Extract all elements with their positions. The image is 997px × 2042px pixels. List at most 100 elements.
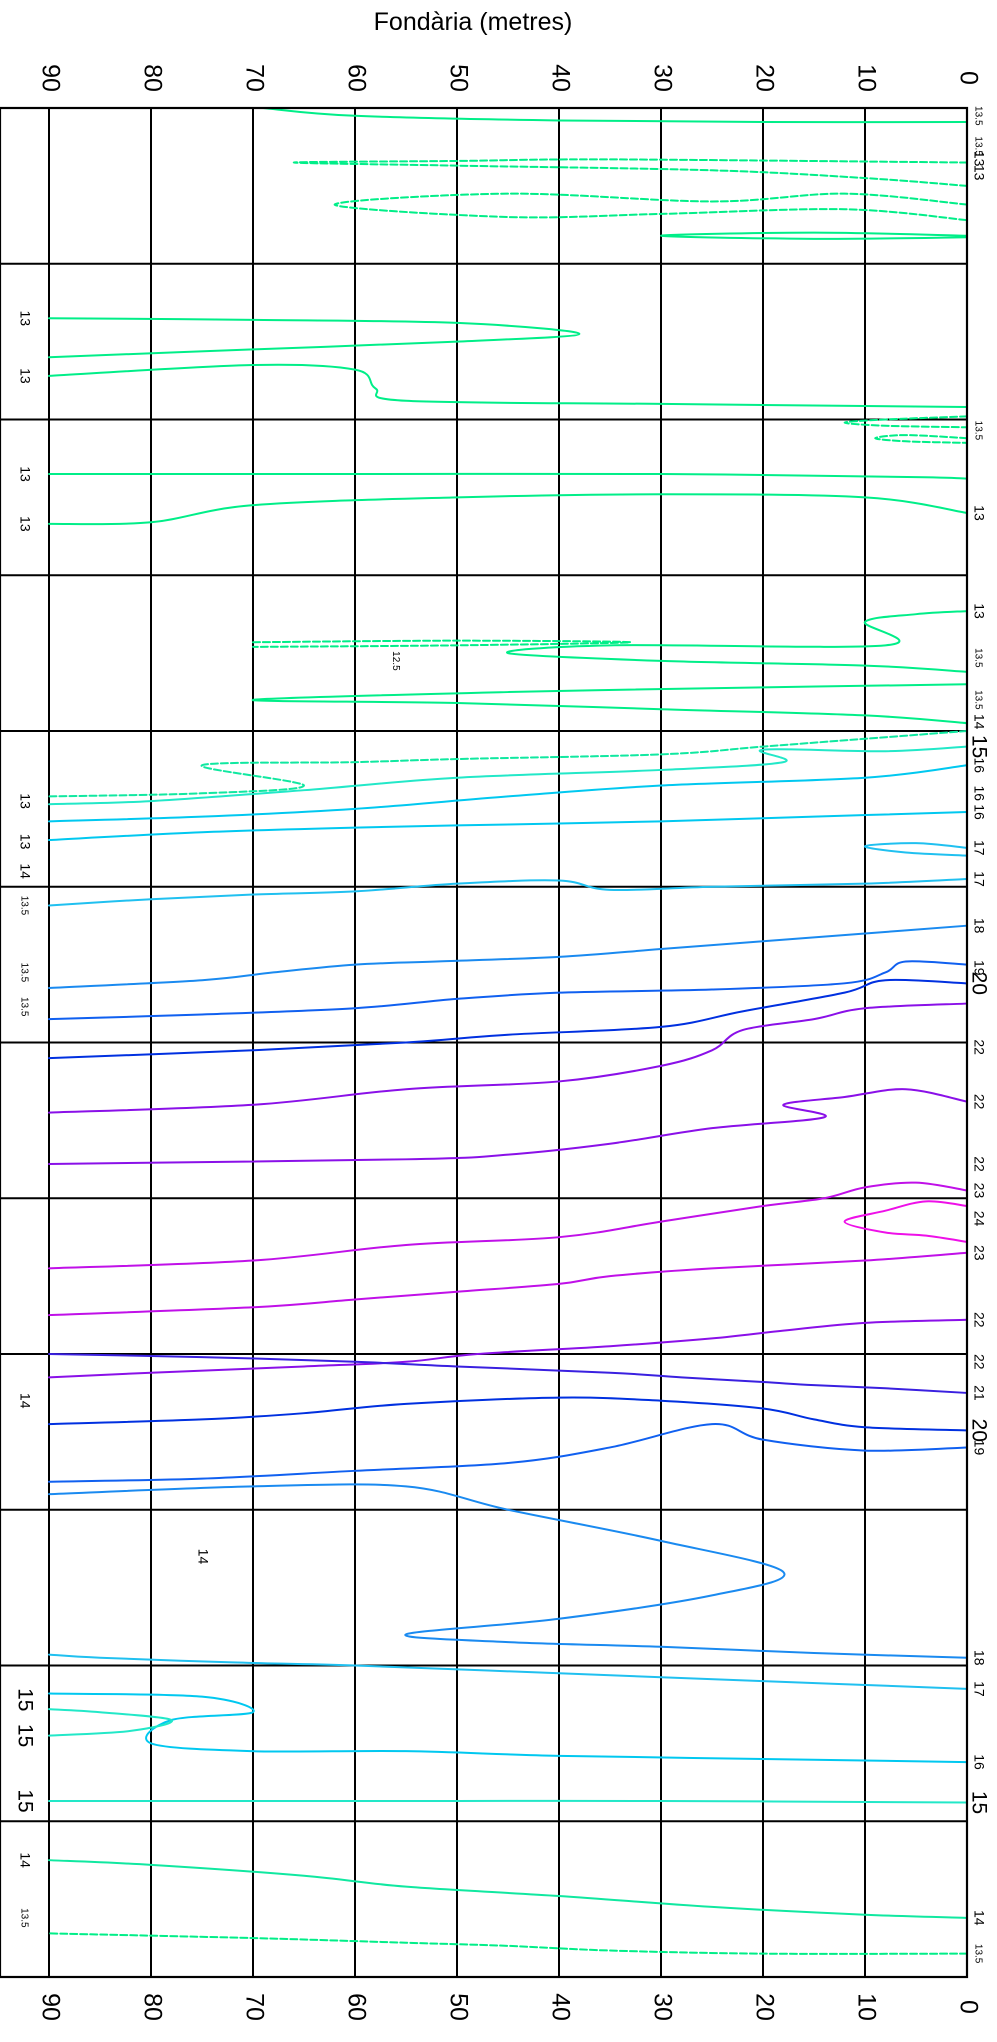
plot-frame — [0, 106, 969, 1979]
contour-label-left: 13 — [17, 516, 33, 532]
contour-label-right: 14 — [971, 1910, 987, 1926]
contour-label-right: 18 — [971, 918, 987, 934]
isotherm-18 — [48, 1483, 968, 1659]
contour-label-left: 13 — [17, 466, 33, 482]
contour-label-right: 16 — [971, 804, 987, 820]
isotherm-13 — [660, 231, 968, 240]
isotherm-22 — [48, 1088, 968, 1165]
tick-label-top: 40 — [546, 64, 574, 92]
isotherm-13-5 — [48, 1932, 968, 1955]
isotherm-17 — [48, 1653, 968, 1690]
contour-label-left: 14 — [17, 1393, 33, 1409]
contour-label-right: 13.5 — [972, 136, 983, 156]
isotherm-12-5 — [252, 639, 632, 648]
tick-label-top: 70 — [240, 64, 268, 92]
contour-label-right: 17 — [971, 1681, 987, 1697]
contour-label-right: 22 — [971, 1312, 987, 1328]
contour-label-inner: 14 — [195, 1549, 211, 1565]
isotherm-16 — [48, 1692, 968, 1764]
tick-label-top: 20 — [750, 64, 778, 92]
contour-label-right: 15 — [967, 1791, 990, 1814]
contour-label-right: 23 — [971, 1183, 987, 1199]
contour-label-left: 15 — [13, 1789, 36, 1812]
contour-labels: 13.513.5131313.5131313.513.5141516161617… — [13, 106, 990, 1964]
isotherm-13-5 — [843, 415, 968, 429]
contour-label-right: 13 — [971, 151, 987, 167]
contour-label-right: 13.5 — [972, 106, 983, 126]
contour-label-right: 16 — [971, 757, 987, 773]
tick-label-bottom: 40 — [546, 1993, 574, 2021]
isotherm-19 — [48, 1423, 968, 1483]
tick-label-bottom: 10 — [852, 1993, 880, 2021]
tick-label-top: 0 — [954, 71, 982, 85]
isotherm-15 — [48, 1799, 968, 1804]
contour-label-right: 13 — [971, 165, 987, 181]
contour-label-left: 13 — [17, 310, 33, 326]
isotherm-13 — [333, 192, 968, 222]
contour-label-right: 24 — [971, 1211, 987, 1227]
contour-label-right: 16 — [971, 1754, 987, 1770]
contour-label-left: 15 — [13, 1688, 36, 1711]
contour-label-right: 22 — [971, 1354, 987, 1370]
contour-label-right: 22 — [971, 1156, 987, 1172]
tick-label-bottom: 90 — [36, 1993, 64, 2021]
tick-label-bottom: 50 — [444, 1993, 472, 2021]
isotherm-22 — [48, 1002, 968, 1114]
contour-label-right: 17 — [971, 840, 987, 856]
contour-label-left: 13.5 — [18, 896, 29, 916]
isotherm-23 — [48, 1181, 968, 1270]
isotherm-15 — [48, 745, 968, 806]
tick-label-top: 60 — [342, 64, 370, 92]
isotherm-18 — [48, 924, 968, 989]
tick-label-bottom: 70 — [240, 1993, 268, 2021]
isotherm-21 — [48, 1353, 968, 1394]
contour-label-right: 13.5 — [972, 648, 983, 668]
contour-label-right: 21 — [971, 1385, 987, 1401]
contour-label-left: 13.5 — [18, 963, 29, 983]
isotherm-16 — [48, 810, 968, 842]
isotherm-13 — [506, 610, 968, 673]
isotherm-22 — [48, 1318, 968, 1379]
isotherm-14 — [48, 1859, 968, 1919]
contour-label-right: 16 — [971, 786, 987, 802]
contour-label-right: 22 — [971, 1039, 987, 1055]
isotherm-23 — [48, 1251, 968, 1317]
isotherm-19 — [48, 960, 968, 1021]
tick-label-top: 10 — [852, 64, 880, 92]
chart-title: Fondària (metres) — [374, 8, 573, 36]
isotherm-13-5 — [874, 434, 968, 444]
contour-label-right: 13.5 — [972, 690, 983, 710]
tick-label-top: 80 — [138, 64, 166, 92]
isotherm-16 — [48, 764, 968, 823]
contour-label-left: 13 — [17, 793, 33, 809]
contour-label-right: 22 — [971, 1094, 987, 1110]
isotherm-13 — [48, 472, 968, 480]
depth-axis-bottom: 0 10 20 30 40 50 60 70 80 90 — [36, 1993, 982, 2021]
contour-label-right: 19 — [971, 1440, 987, 1456]
isotherm-15 — [48, 1708, 173, 1737]
isotherm-13-5 — [251, 683, 968, 725]
contour-label-left: 14 — [17, 863, 33, 879]
contour-label-left: 13 — [17, 834, 33, 850]
contour-label-left: 14 — [17, 1852, 33, 1868]
contour-label-right: 19 — [971, 960, 987, 976]
contour-label-left: 13.5 — [18, 1908, 29, 1928]
contour-label-right: 13.5 — [972, 1944, 983, 1964]
tick-label-top: 90 — [36, 64, 64, 92]
isotherm-17 — [863, 842, 968, 857]
contour-label-right: 13 — [971, 603, 987, 619]
tick-label-top: 50 — [444, 64, 472, 92]
contour-label-right: 20 — [967, 972, 990, 995]
isotherm-13-5 — [262, 107, 968, 124]
contour-label-inner: 12.5 — [390, 651, 401, 671]
contour-label-right: 15 — [967, 735, 990, 758]
isotherm-14 — [48, 730, 968, 798]
contour-lines — [48, 107, 968, 1955]
contour-label-left: 13.5 — [18, 997, 29, 1017]
tick-label-bottom: 80 — [138, 1993, 166, 2021]
contour-label-left: 15 — [13, 1724, 36, 1747]
tick-label-top: 30 — [648, 64, 676, 92]
contour-label-right: 17 — [971, 871, 987, 887]
isotherm-20 — [48, 978, 968, 1060]
